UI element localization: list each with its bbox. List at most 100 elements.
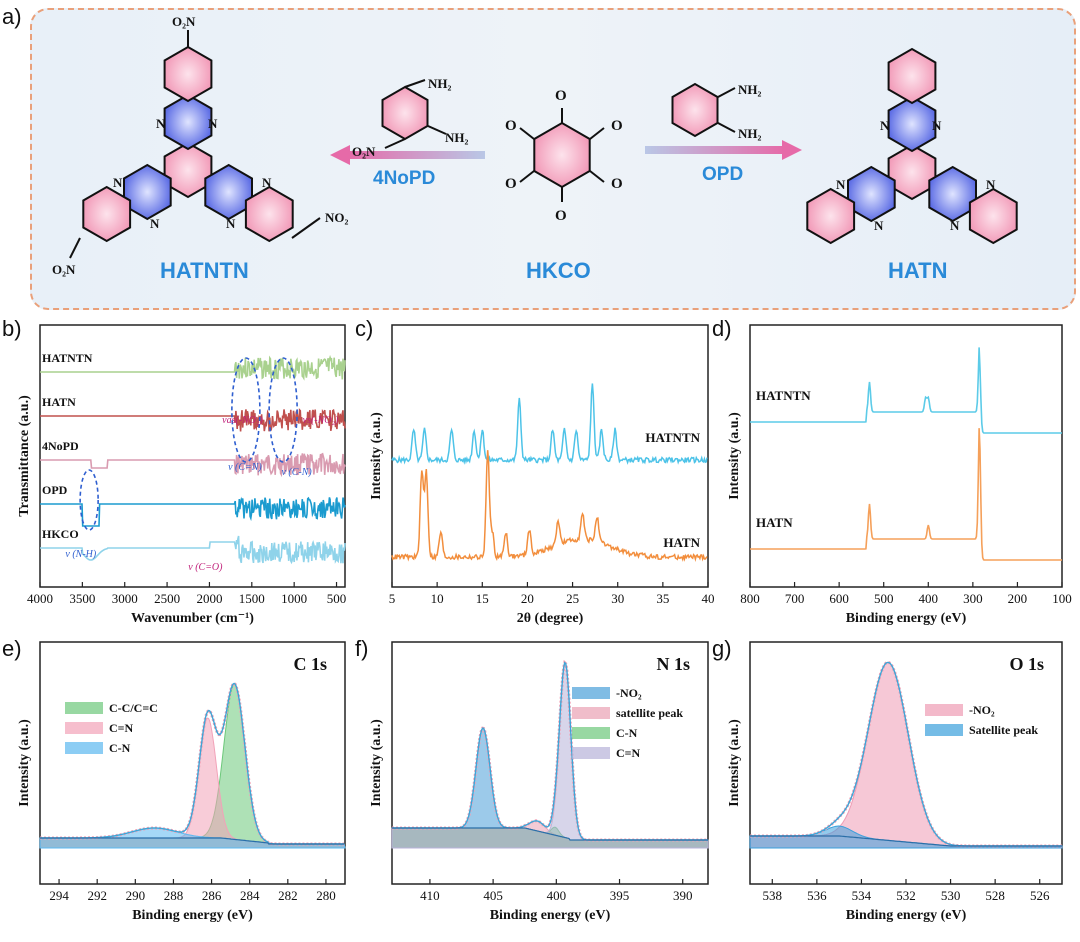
no2-left-label: O₂N <box>52 262 76 277</box>
background-line-f <box>392 827 708 841</box>
legend-label: C=N <box>616 746 641 760</box>
hatntn-benzo-left <box>82 185 132 243</box>
series-label-hatn: HATN <box>756 515 793 530</box>
legend-label: C-N <box>109 741 131 755</box>
x-tick-label: 288 <box>164 888 184 903</box>
panel-title-f: N 1s <box>656 654 690 674</box>
series-label-hatn: HATN <box>663 535 700 550</box>
legend-swatch <box>65 742 103 754</box>
x-tick-label: 800 <box>740 591 760 606</box>
xps-survey-line-hatn <box>750 428 1062 561</box>
x-tick-label: 536 <box>807 888 827 903</box>
pyrazine-n-label: N <box>113 175 123 190</box>
plot-frame-d <box>749 324 1063 588</box>
x-axis-label-f: Binding energy (eV) <box>490 908 611 923</box>
bond-line <box>519 127 535 140</box>
carbonyl-o-label: O <box>611 118 623 134</box>
plot-frame-f <box>391 641 709 885</box>
component-area-cn <box>39 717 346 849</box>
x-axis-label-d: Binding energy (eV) <box>846 611 967 626</box>
x-tick-label: 1000 <box>281 591 307 606</box>
xrd-line-hatntn <box>391 383 708 465</box>
pyrazine-n-label: N <box>226 216 236 231</box>
x-axis-label-b: Wavenumber (cm⁻¹) <box>131 611 254 626</box>
x-tick-label: 282 <box>278 888 298 903</box>
series-label-opd: OPD <box>42 483 68 497</box>
ftir-annotation: ν (C-N) <box>281 467 312 478</box>
pyrazine-n-label: N <box>950 218 960 233</box>
hatn-benzo-top <box>887 47 937 105</box>
ftir-line-hatntn <box>40 354 346 381</box>
hatn-benzo-right <box>968 187 1018 245</box>
pyrazine-n-label: N <box>208 116 218 131</box>
x-tick-label: 405 <box>483 888 503 903</box>
x-tick-label: 20 <box>521 591 534 606</box>
ftir-annotation: ν (C=O) <box>188 562 223 573</box>
x-tick-label: 25 <box>566 591 579 606</box>
x-tick-label: 15 <box>476 591 489 606</box>
x-tick-label: 3500 <box>69 591 95 606</box>
legend-swatch <box>572 727 610 739</box>
x-tick-label: 35 <box>656 591 669 606</box>
hatn-pyrazine-right <box>928 165 977 223</box>
legend-swatch <box>925 704 963 716</box>
panel-letter-a: a) <box>2 4 22 29</box>
x-tick-label: 294 <box>49 888 69 903</box>
legend-swatch <box>925 724 963 736</box>
panel-title-g: O 1s <box>1009 654 1044 674</box>
legend-label: -NO₂ <box>616 686 642 700</box>
bond-line <box>519 170 535 183</box>
x-tick-label: 600 <box>829 591 849 606</box>
bond-line <box>291 217 321 239</box>
x-tick-label: 500 <box>327 591 347 606</box>
series-label-4nopd: 4NoPD <box>42 439 79 453</box>
pyrazine-n-label: N <box>874 218 884 233</box>
series-label-hatn: HATN <box>42 395 76 409</box>
x-tick-label: 292 <box>87 888 107 903</box>
nh2-label: NH₂ <box>428 76 452 91</box>
hatntn-benzo-right <box>244 185 294 243</box>
carbonyl-o-label: O <box>505 118 517 134</box>
x-tick-label: 1500 <box>239 591 265 606</box>
carbonyl-o-label: O <box>611 176 623 192</box>
hatn-benzo-left <box>806 187 856 245</box>
x-tick-label: 300 <box>963 591 983 606</box>
x-axis-label-c: 2θ (degree) <box>517 611 584 626</box>
pyrazine-n-label: N <box>150 216 160 231</box>
legend-label: Satellite peak <box>969 723 1038 737</box>
ftir-line-hatn <box>40 408 346 432</box>
y-axis-label-f: Intensity (a.u.) <box>369 719 384 807</box>
panel-letter-e: e) <box>2 636 22 661</box>
y-axis-label-b: Transmittance (a.u.) <box>17 395 32 517</box>
left-arrow <box>345 151 485 159</box>
fit-envelope-f <box>392 661 708 841</box>
series-label-hatntn: HATNTN <box>42 351 93 365</box>
legend-label: -NO₂ <box>969 703 995 717</box>
x-tick-label: 538 <box>763 888 783 903</box>
x-tick-label: 5 <box>389 591 396 606</box>
hatn-pyrazine-left <box>847 165 896 223</box>
x-tick-label: 500 <box>874 591 894 606</box>
panel-letter-c: c) <box>355 316 374 341</box>
hatntn-benzo-top <box>163 45 213 103</box>
hatntn-label: HATNTN <box>160 258 249 283</box>
left-arrow-head <box>330 145 350 165</box>
ftir-line-4nopd <box>40 452 346 478</box>
legend-swatch <box>572 687 610 699</box>
raw-data-f <box>392 659 708 842</box>
annotation-ellipse <box>79 469 99 531</box>
molecule-rings <box>69 30 1018 259</box>
plot-frame-b <box>39 324 346 588</box>
x-tick-label: 534 <box>852 888 872 903</box>
x-axis-label-g: Binding energy (eV) <box>846 908 967 923</box>
x-tick-label: 286 <box>202 888 222 903</box>
panel-letter-b: b) <box>2 316 22 341</box>
series-label-hkco: HKCO <box>42 527 79 541</box>
hatn-label: HATN <box>888 258 948 283</box>
x-tick-label: 200 <box>1008 591 1028 606</box>
legend-label: C-C/C=C <box>109 701 158 715</box>
y-axis-label-c: Intensity (a.u.) <box>369 412 384 500</box>
legend-swatch <box>572 707 610 719</box>
background-line-g <box>750 835 1062 847</box>
